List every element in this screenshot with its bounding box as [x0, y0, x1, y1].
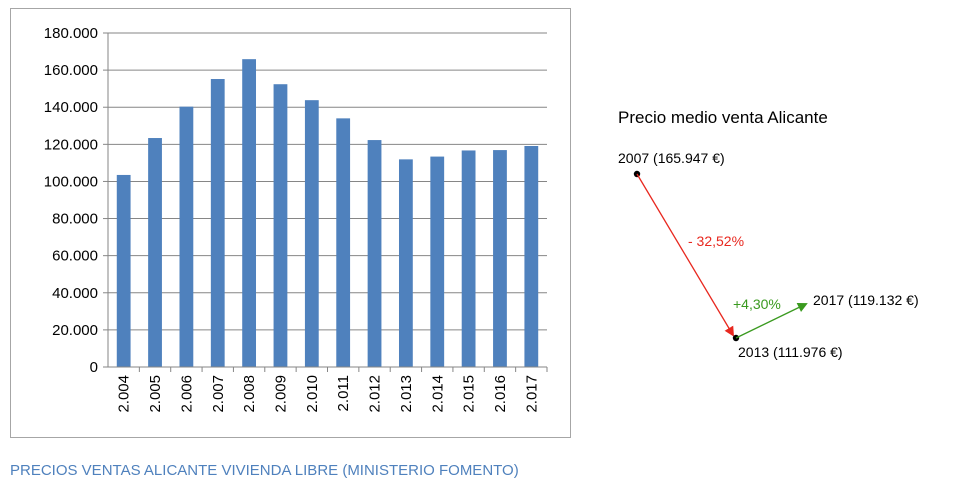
x-tick-label: 2.008	[241, 375, 258, 413]
rise-label: +4,30%	[733, 296, 781, 312]
bar	[273, 84, 288, 368]
bar-chart: 0 20.000 40.000 60.000 80.000 100.000 120.000 1…	[10, 8, 571, 438]
x-tick-label: 2.005	[147, 375, 164, 413]
bar-chart-svg: 0 20.000 40.000 60.000 80.000 100.000 120.000 1…	[44, 25, 548, 413]
y-tick-label: 120.000	[44, 136, 98, 153]
axes	[103, 32, 548, 372]
drop-arrow	[636, 173, 735, 337]
bar	[304, 100, 319, 367]
gridlines	[108, 32, 547, 331]
x-tick-label: 2.014	[429, 375, 446, 413]
bar	[242, 59, 257, 368]
x-tick-label: 2.010	[304, 375, 321, 413]
bar	[336, 118, 351, 367]
x-tick-labels: 2.004 2.005 2.006 2.007 2.008 2.009 2.010 2.011…	[116, 375, 541, 413]
y-tick-label: 140.000	[44, 99, 98, 116]
x-tick-label: 2.017	[523, 375, 540, 413]
bar	[116, 174, 131, 367]
y-tick-label: 160.000	[44, 62, 98, 79]
bar	[493, 150, 507, 367]
y-tick-label: 180.000	[44, 25, 98, 42]
bar	[210, 79, 225, 368]
y-tick-labels: 0 20.000 40.000 60.000 80.000 100.000 120.000 1…	[44, 25, 98, 376]
y-tick-label: 40.000	[52, 285, 98, 302]
price-trend-annotation: Precio medio venta Alicante 2007 (165.94…	[618, 108, 919, 360]
y-tick-label: 80.000	[52, 211, 98, 228]
rise-arrow	[735, 302, 808, 339]
bar	[461, 150, 476, 367]
end-label: 2017 (119.132 €)	[813, 292, 919, 308]
x-tick-label: 2.011	[335, 375, 352, 411]
bar	[367, 140, 382, 367]
x-tick-label: 2.016	[492, 375, 509, 413]
y-tick-label: 100.000	[44, 173, 98, 190]
start-label: 2007 (165.947 €)	[618, 150, 725, 166]
y-tick-label: 60.000	[52, 248, 98, 265]
bar	[430, 156, 445, 367]
bar	[148, 138, 162, 367]
y-tick-label: 20.000	[52, 322, 98, 339]
y-tick-label: 0	[90, 359, 98, 376]
bar	[524, 146, 539, 367]
bar	[398, 159, 413, 367]
bars	[116, 59, 539, 368]
chart-caption: PRECIOS VENTAS ALICANTE VIVIENDA LIBRE (…	[10, 462, 519, 479]
x-tick-label: 2.007	[210, 375, 227, 413]
trend-title: Precio medio venta Alicante	[618, 108, 828, 127]
low-label: 2013 (111.976 €)	[738, 344, 843, 360]
x-tick-label: 2.004	[116, 375, 133, 413]
bar	[179, 106, 194, 367]
x-tick-label: 2.006	[178, 375, 195, 413]
x-tick-label: 2.012	[367, 375, 384, 413]
x-tick-label: 2.015	[461, 375, 478, 413]
x-tick-label: 2.009	[272, 375, 289, 413]
x-tick-label: 2.013	[398, 375, 415, 413]
drop-label: - 32,52%	[688, 233, 744, 249]
